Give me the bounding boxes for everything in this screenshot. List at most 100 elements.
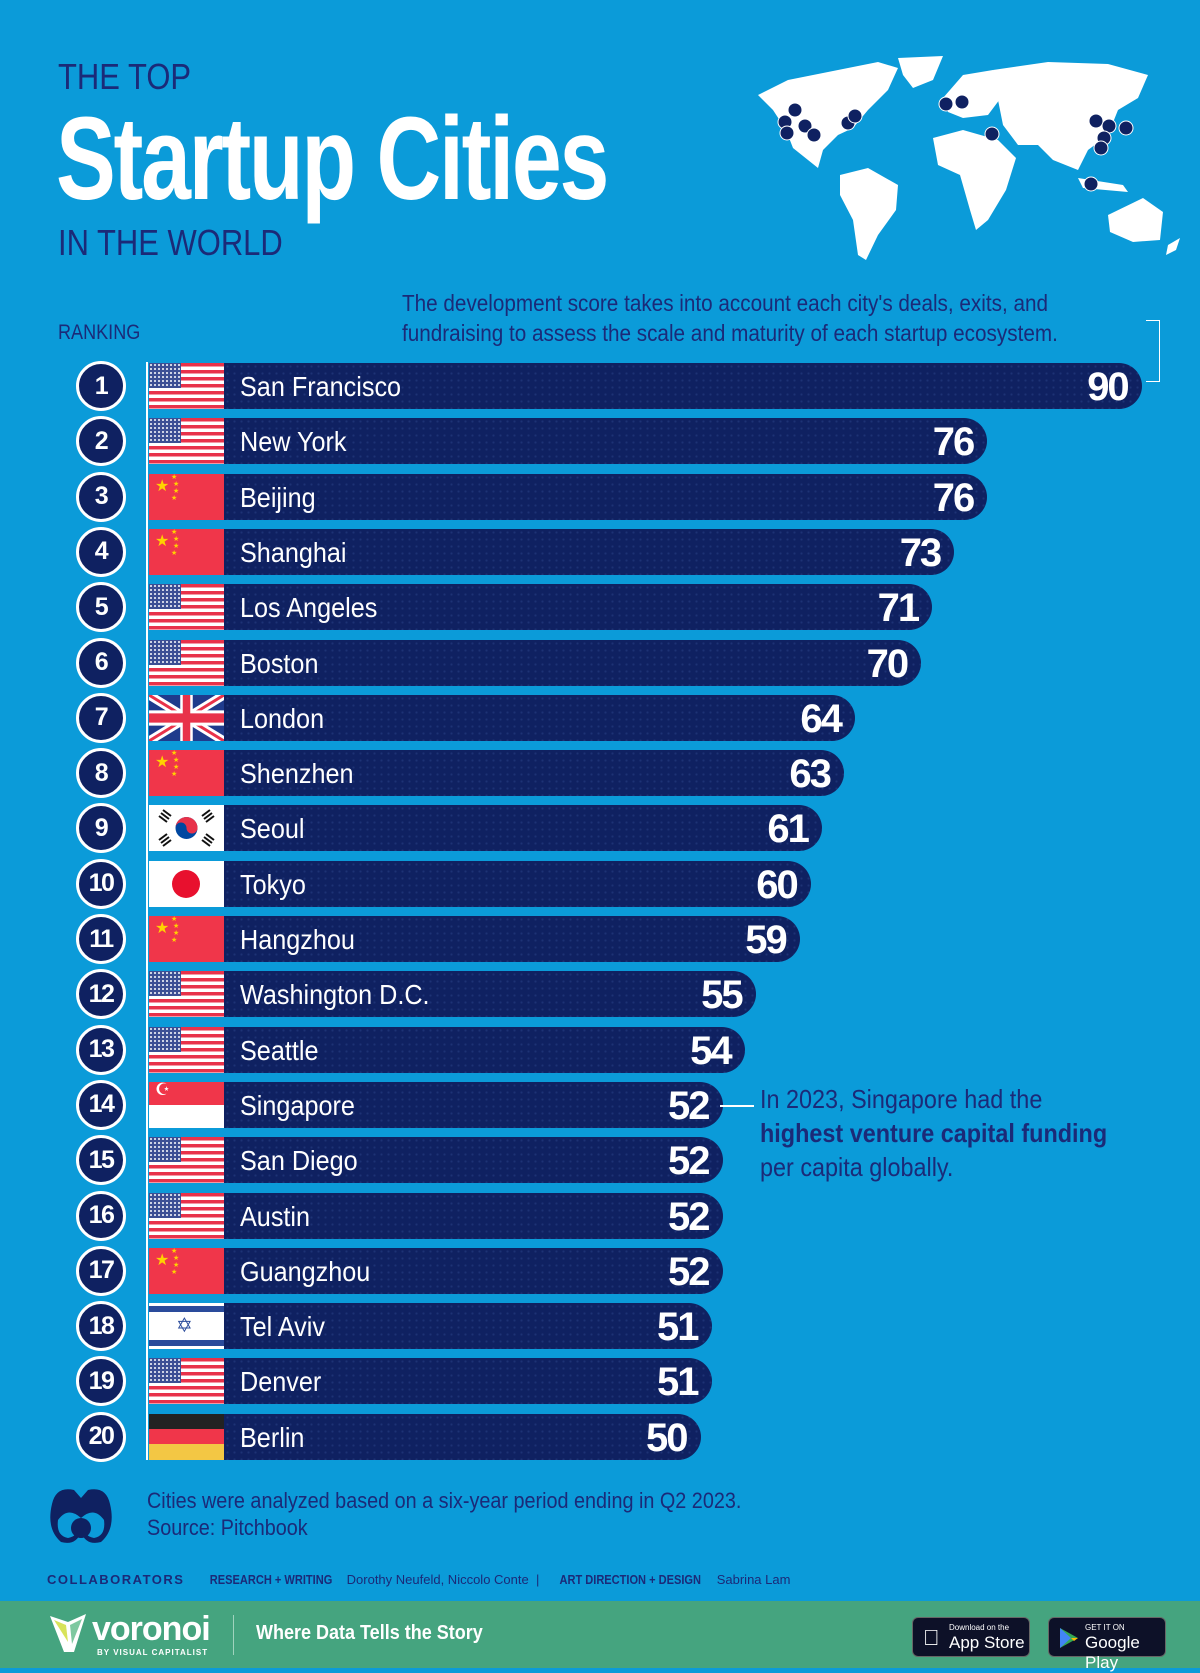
- rank-badge: 1: [76, 361, 126, 411]
- bar: Shenzhen 63: [224, 750, 844, 797]
- map-dot: [787, 102, 803, 118]
- rank-badge: 17: [76, 1245, 126, 1296]
- new-zealand: [1166, 238, 1180, 255]
- google-play-icon: [1060, 1628, 1078, 1648]
- bar: Austin 52: [224, 1192, 723, 1239]
- bar: Seattle 54: [224, 1026, 745, 1073]
- singapore-annotation: In 2023, Singapore had the highest ventu…: [760, 1082, 1107, 1184]
- score-label: 76: [932, 420, 975, 465]
- map-dot: [984, 126, 1000, 142]
- description-line: The development score takes into account…: [402, 290, 1049, 316]
- apple-icon: : [923, 1625, 940, 1651]
- bar: Tokyo 60: [224, 860, 811, 907]
- rank-badge: 11: [76, 914, 126, 964]
- google-play-button[interactable]: GET IT ON Google Play: [1048, 1617, 1166, 1672]
- footnote: Cities were analyzed based on a six-year…: [147, 1487, 741, 1541]
- us-flag-icon: [149, 971, 224, 1018]
- germany-flag-icon: [149, 1413, 224, 1460]
- annotation-line: In 2023, Singapore had the: [760, 1084, 1043, 1114]
- description: The development score takes into account…: [402, 288, 1058, 348]
- city-label: Beijing: [240, 481, 316, 513]
- map-dot: [1083, 176, 1099, 192]
- rank-badge: 9: [76, 803, 126, 854]
- city-label: Seattle: [240, 1034, 319, 1066]
- google-play-small: GET IT ON: [1085, 1623, 1125, 1632]
- footnote-source: Source: Pitchbook: [147, 1515, 308, 1540]
- city-label: Tokyo: [240, 868, 306, 900]
- bar: Los Angeles 71: [224, 584, 933, 631]
- rank-badge: 4: [76, 526, 126, 577]
- separator: |: [535, 1572, 540, 1587]
- rank-badge: 18: [76, 1301, 126, 1352]
- us-flag-icon: [149, 584, 224, 631]
- bar: San Diego 52: [224, 1137, 723, 1184]
- rank-badge: 7: [76, 692, 126, 743]
- bar: Boston 70: [224, 639, 922, 686]
- city-label: San Francisco: [240, 371, 402, 402]
- rank-badge: 16: [76, 1190, 126, 1241]
- rank-badge: 12: [76, 969, 126, 1020]
- map-dot: [1118, 120, 1134, 136]
- bar: London 64: [224, 694, 855, 741]
- map-dot: [954, 94, 970, 110]
- bar: Denver 51: [224, 1358, 712, 1405]
- rank-badge: 2: [76, 416, 126, 467]
- voronoi-logo-icon: [50, 1614, 86, 1652]
- annotation-highlight: highest venture capital funding: [760, 1118, 1108, 1148]
- city-label: Boston: [240, 647, 319, 679]
- research-label: RESEARCH + WRITING: [209, 1572, 333, 1587]
- city-label: Singapore: [240, 1089, 355, 1121]
- north-america: [758, 62, 898, 168]
- city-label: Berlin: [240, 1421, 305, 1453]
- score-label: 90: [1087, 365, 1129, 409]
- app-store-label: App Store: [949, 1633, 1025, 1652]
- description-line: fundraising to assess the scale and matu…: [402, 320, 1058, 346]
- city-label: Los Angeles: [240, 592, 378, 624]
- score-label: 76: [932, 475, 975, 520]
- us-flag-icon: [149, 1026, 224, 1073]
- world-map: [758, 56, 1180, 260]
- score-label: 61: [767, 807, 809, 852]
- brand-sub: BY VISUAL CAPITALIST: [97, 1648, 209, 1657]
- collaborators: COLLABORATORS RESEARCH + WRITING Dorothy…: [47, 1572, 790, 1587]
- app-store-button[interactable]:  Download on the App Store: [912, 1617, 1030, 1657]
- singapore-flag-icon: ☪: [149, 1081, 224, 1128]
- research-names: Dorothy Neufeld, Niccolo Conte: [346, 1572, 529, 1587]
- score-label: 51: [657, 1305, 699, 1350]
- bar: Guangzhou 52: [224, 1247, 723, 1294]
- rank-badge: 20: [76, 1411, 126, 1462]
- us-flag-icon: [149, 639, 224, 686]
- score-label: 64: [800, 696, 842, 741]
- score-label: 63: [789, 752, 831, 797]
- bar: Beijing 76: [224, 473, 988, 520]
- us-flag-icon: [149, 1358, 224, 1405]
- city-label: Guangzhou: [240, 1255, 371, 1287]
- map-dot: [938, 96, 954, 112]
- rank-badge: 3: [76, 471, 126, 522]
- axis-line: [146, 362, 148, 1460]
- collaborators-label: COLLABORATORS: [47, 1572, 185, 1587]
- bar: Tel Aviv 51: [224, 1303, 712, 1350]
- map-dot: [847, 108, 863, 124]
- japan-flag-icon: [149, 860, 224, 907]
- design-label: ART DIRECTION + DESIGN: [559, 1572, 701, 1587]
- city-label: San Diego: [240, 1145, 358, 1177]
- rank-badge: 10: [76, 858, 126, 909]
- bar: Hangzhou 59: [224, 916, 800, 962]
- australia: [1108, 198, 1163, 242]
- us-flag-icon: [149, 418, 224, 465]
- score-label: 71: [877, 586, 920, 631]
- rank-badge: 13: [76, 1024, 126, 1075]
- china-flag-icon: ★ ★ ★ ★ ★: [149, 916, 224, 962]
- post-title: IN THE WORLD: [58, 222, 283, 263]
- app-store-small: Download on the: [949, 1623, 1010, 1632]
- score-label: 60: [756, 862, 798, 907]
- description-bracket: [1146, 320, 1160, 382]
- europe: [943, 70, 1003, 118]
- rank-badge: 5: [76, 582, 126, 633]
- score-label: 51: [657, 1360, 699, 1405]
- bar: Singapore 52: [224, 1081, 723, 1128]
- israel-flag-icon: ✡: [149, 1303, 224, 1350]
- score-label: 54: [690, 1028, 732, 1073]
- score-label: 52: [668, 1249, 710, 1294]
